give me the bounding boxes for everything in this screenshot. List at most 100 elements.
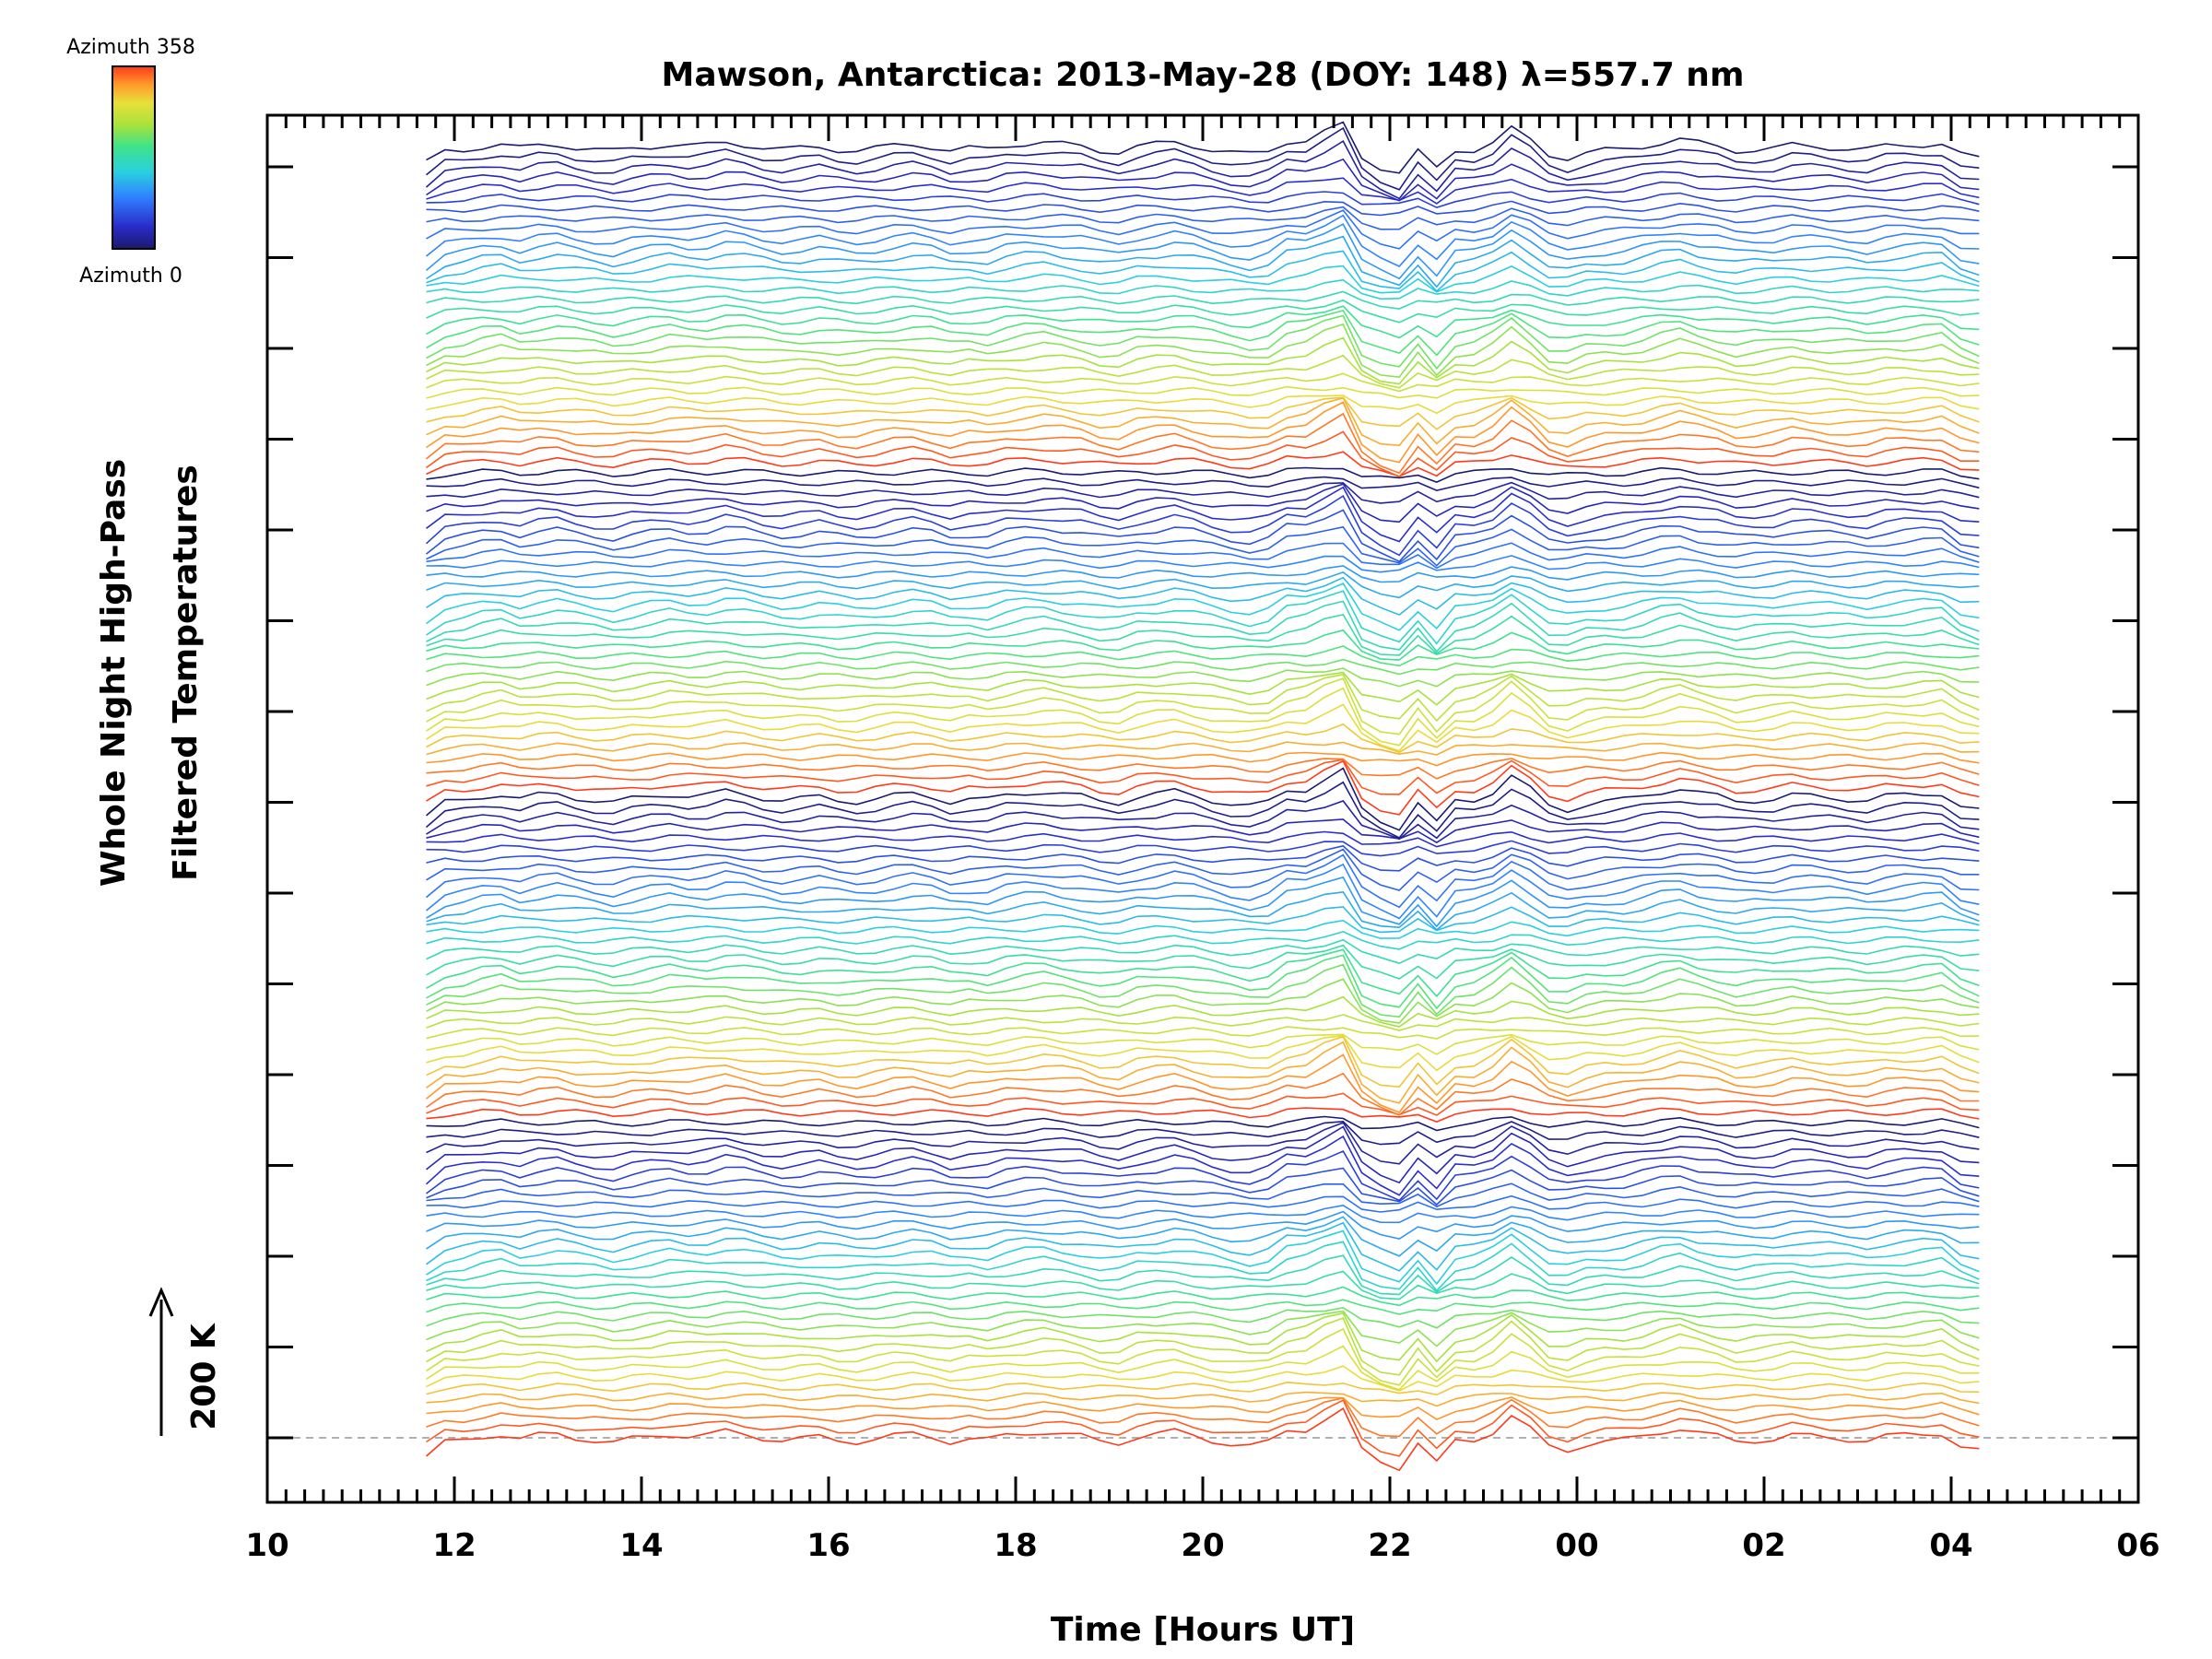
- colorbar: Azimuth 358 Azimuth 0: [66, 36, 195, 288]
- temperature-trace: [426, 542, 1980, 570]
- temperature-trace: [426, 1299, 1980, 1315]
- temperature-trace: [426, 1026, 1980, 1040]
- temperature-trace: [426, 1286, 1980, 1307]
- temperature-trace: [425, 412, 1980, 475]
- temperature-trace: [426, 1365, 1980, 1392]
- temperature-trace: [425, 767, 1980, 831]
- temperature-trace: [426, 1167, 1980, 1206]
- temperature-trace: [426, 948, 1980, 998]
- x-tick-label: 04: [1929, 1527, 1972, 1564]
- colorbar-top-label: Azimuth 358: [66, 36, 195, 59]
- x-tick-label: 02: [1742, 1527, 1785, 1564]
- x-tick-labels: 10 12 14 16 18 20 22 00 02 04 06: [245, 1527, 2159, 1564]
- scale-bar: 200 K: [148, 1287, 223, 1436]
- temperature-trace: [426, 844, 1980, 872]
- x-tick-label: 06: [2116, 1527, 2159, 1564]
- temperature-trace: [426, 590, 1980, 645]
- temperature-trace: [425, 1135, 1980, 1196]
- temperature-trace: [426, 451, 1980, 477]
- temperature-trace: [426, 1391, 1980, 1407]
- temperature-trace: [426, 703, 1980, 752]
- temperature-trace: [426, 401, 1980, 464]
- temperature-trace: [426, 671, 1980, 706]
- temperature-trace: [426, 1014, 1980, 1031]
- temperature-trace: [426, 758, 1980, 780]
- temperature-trace: [426, 1092, 1980, 1116]
- temperature-trace: [425, 853, 1980, 909]
- temperature-trace: [426, 600, 1980, 653]
- temperature-trace: [426, 919, 1980, 939]
- temperature-trace: [426, 751, 1980, 767]
- temperature-trace: [426, 1041, 1980, 1104]
- temperature-trace: [426, 1270, 1980, 1300]
- temperature-trace: [426, 576, 1980, 617]
- temperature-trace: [426, 759, 1980, 795]
- temperature-trace: [426, 830, 1980, 848]
- temperature-trace: [426, 1327, 1980, 1386]
- y-axis-label-line2: Filtered Temperatures: [167, 465, 205, 881]
- temperature-trace: [426, 629, 1980, 661]
- temperature-trace: [426, 121, 1980, 174]
- temperature-trace: [426, 299, 1980, 324]
- temperature-trace: [426, 290, 1980, 310]
- temperature-trace: [426, 1125, 1980, 1184]
- temperature-trace: [426, 938, 1980, 965]
- temperature-trace: [426, 1230, 1980, 1286]
- temperature-trace: [426, 235, 1980, 288]
- x-axis-label: Time [Hours UT]: [1051, 1611, 1355, 1649]
- temperature-trace: [426, 1316, 1980, 1376]
- temperature-trace: [426, 1033, 1980, 1055]
- temperature-trace: [426, 278, 1980, 300]
- temperature-trace: [426, 1396, 1980, 1438]
- trace-group: [425, 121, 1980, 1472]
- temperature-trace: [426, 309, 1980, 357]
- temperature-trace: [426, 1035, 1980, 1072]
- temperature-trace: [426, 200, 1980, 217]
- axis-ticks: [265, 115, 2140, 1502]
- temperature-trace: [426, 565, 1980, 583]
- temperature-trace: [426, 1310, 1980, 1347]
- temperature-trace: [426, 1381, 1980, 1396]
- temperature-trace: [426, 963, 1980, 1018]
- temperature-trace: [426, 1216, 1980, 1257]
- temperature-trace: [426, 741, 1980, 756]
- temperature-trace: [426, 250, 1980, 293]
- x-tick-label: 20: [1181, 1527, 1224, 1564]
- x-tick-label: 00: [1555, 1527, 1598, 1564]
- plot-frame: [265, 113, 2140, 1504]
- temperature-trace: [426, 305, 1980, 339]
- temperature-trace: [426, 645, 1980, 667]
- temperature-trace: [426, 800, 1980, 841]
- scale-bar-arrowhead: [148, 1287, 174, 1317]
- temperature-trace: [426, 354, 1980, 389]
- temperature-trace: [426, 372, 1980, 393]
- colorbar-gradient: [112, 65, 156, 250]
- temperature-trace: [426, 1035, 1980, 1088]
- temperature-trace: [426, 667, 1980, 688]
- temperature-trace: [425, 223, 1980, 280]
- temperature-trace: [426, 385, 1980, 399]
- temperature-trace: [426, 1241, 1980, 1292]
- temperature-trace: [426, 1210, 1980, 1241]
- temperature-trace: [426, 1194, 1980, 1213]
- temperature-trace: [426, 314, 1980, 371]
- temperature-trace: [426, 1107, 1980, 1123]
- temperature-trace: [426, 206, 1980, 230]
- temperature-trace: [426, 1120, 1980, 1146]
- temperature-trace: [426, 396, 1980, 447]
- temperature-trace: [426, 759, 1980, 816]
- temperature-trace: [425, 863, 1980, 920]
- temperature-trace: [426, 658, 1980, 676]
- temperature-trace: [426, 930, 1980, 950]
- temperature-trace: [426, 1115, 1980, 1132]
- temperature-trace: [426, 1399, 1980, 1457]
- temperature-trace: [426, 673, 1980, 723]
- x-tick-label: 22: [1368, 1527, 1411, 1564]
- temperature-trace: [426, 818, 1980, 844]
- temperature-trace: [426, 486, 1980, 543]
- temperature-trace: [426, 848, 1980, 891]
- temperature-trace: [425, 1407, 1980, 1472]
- y-axis-label-line1: Whole Night High-Pass: [95, 459, 133, 887]
- temperature-trace: [425, 781, 1980, 840]
